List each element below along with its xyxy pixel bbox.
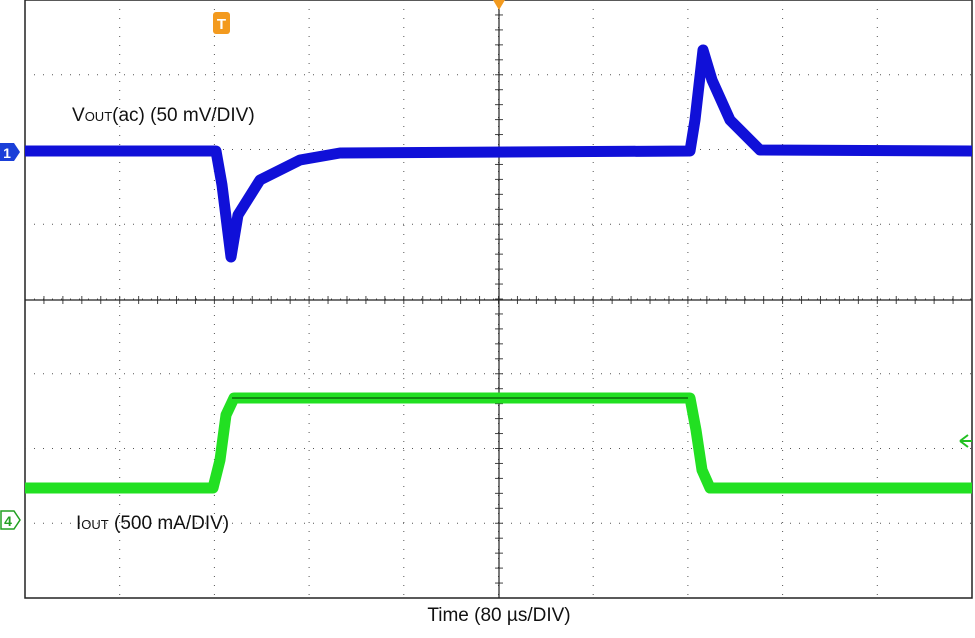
vout-label-main: V [72, 105, 85, 126]
vout-label-rest: (ac) (50 mV/DIV) [112, 105, 255, 126]
channel-4-marker [0, 510, 21, 530]
trigger-position [493, 0, 505, 10]
iout-label-sub: OUT [81, 517, 109, 532]
vout-label-sub: OUT [85, 109, 113, 124]
iout-label: IOUT (500 mA/DIV) [76, 513, 229, 534]
channel-1-marker [0, 143, 20, 161]
vout-waveform [25, 44, 973, 263]
trigger-level-arrow [959, 434, 972, 448]
iout-label-rest: (500 mA/DIV) [109, 513, 229, 534]
channel-4-marker-text: 4 [4, 513, 12, 529]
trigger-marker-text: T [217, 16, 226, 33]
channel-1-marker-text: 1 [3, 145, 11, 161]
trigger-marker [213, 12, 230, 34]
time-label: Time (80 µs/DIV) [427, 605, 570, 626]
iout-label-main: I [76, 513, 81, 534]
vout-label: VOUT(ac) (50 mV/DIV) [72, 105, 255, 126]
